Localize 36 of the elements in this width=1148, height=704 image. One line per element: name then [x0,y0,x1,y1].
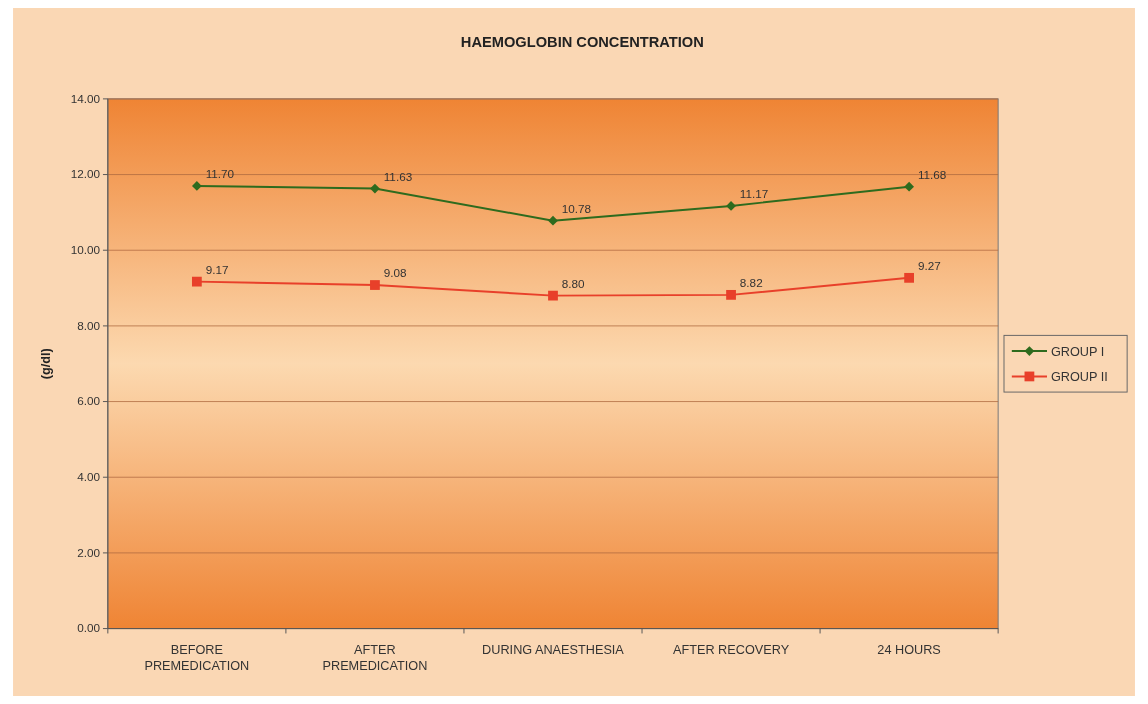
point [548,290,558,301]
data-label: 8.80 [561,276,586,290]
y-tick-label: 0.00 [77,621,101,635]
legend-label: GROUP II [1050,370,1108,385]
chart-title: HAEMOGLOBIN CONCENTRATION [460,34,704,51]
point [726,289,736,300]
data-label: 8.82 [739,276,763,290]
y-tick-label: 2.00 [77,545,101,559]
x-tick-label: 24 HOURS [877,642,941,657]
point [191,181,202,191]
data-label: 11.63 [383,169,413,183]
x-tick-label: BEFORE PREMEDICATION [144,642,250,673]
legend-label: GROUP I [1050,344,1105,359]
point [548,215,558,226]
data-label: 9.08 [383,266,408,280]
y-tick-label: 12.00 [70,167,101,181]
y-tick-label: 10.00 [70,243,101,257]
point [904,272,914,283]
x-tick-label: DURING ANAESTHESIA [482,642,625,657]
data-label: 11.17 [739,187,769,201]
y-tick-label: 14.00 [70,91,101,105]
data-label: 11.70 [205,167,235,181]
data-label: 9.27 [917,259,941,273]
x-tick-label: AFTER RECOVERY [673,642,790,657]
point [370,183,380,194]
y-axis-title: (g/dl) [39,348,54,380]
x-tick-label: AFTER PREMEDICATION [322,642,428,673]
y-tick-label: 6.00 [77,394,101,408]
point [370,280,380,290]
y-tick-label: 4.00 [77,470,101,484]
y-tick-label: 8.00 [77,318,101,332]
point [191,276,202,287]
data-label: 10.78 [561,201,592,215]
data-label: 11.68 [917,167,947,181]
data-label: 9.17 [205,262,229,276]
point [904,181,914,192]
